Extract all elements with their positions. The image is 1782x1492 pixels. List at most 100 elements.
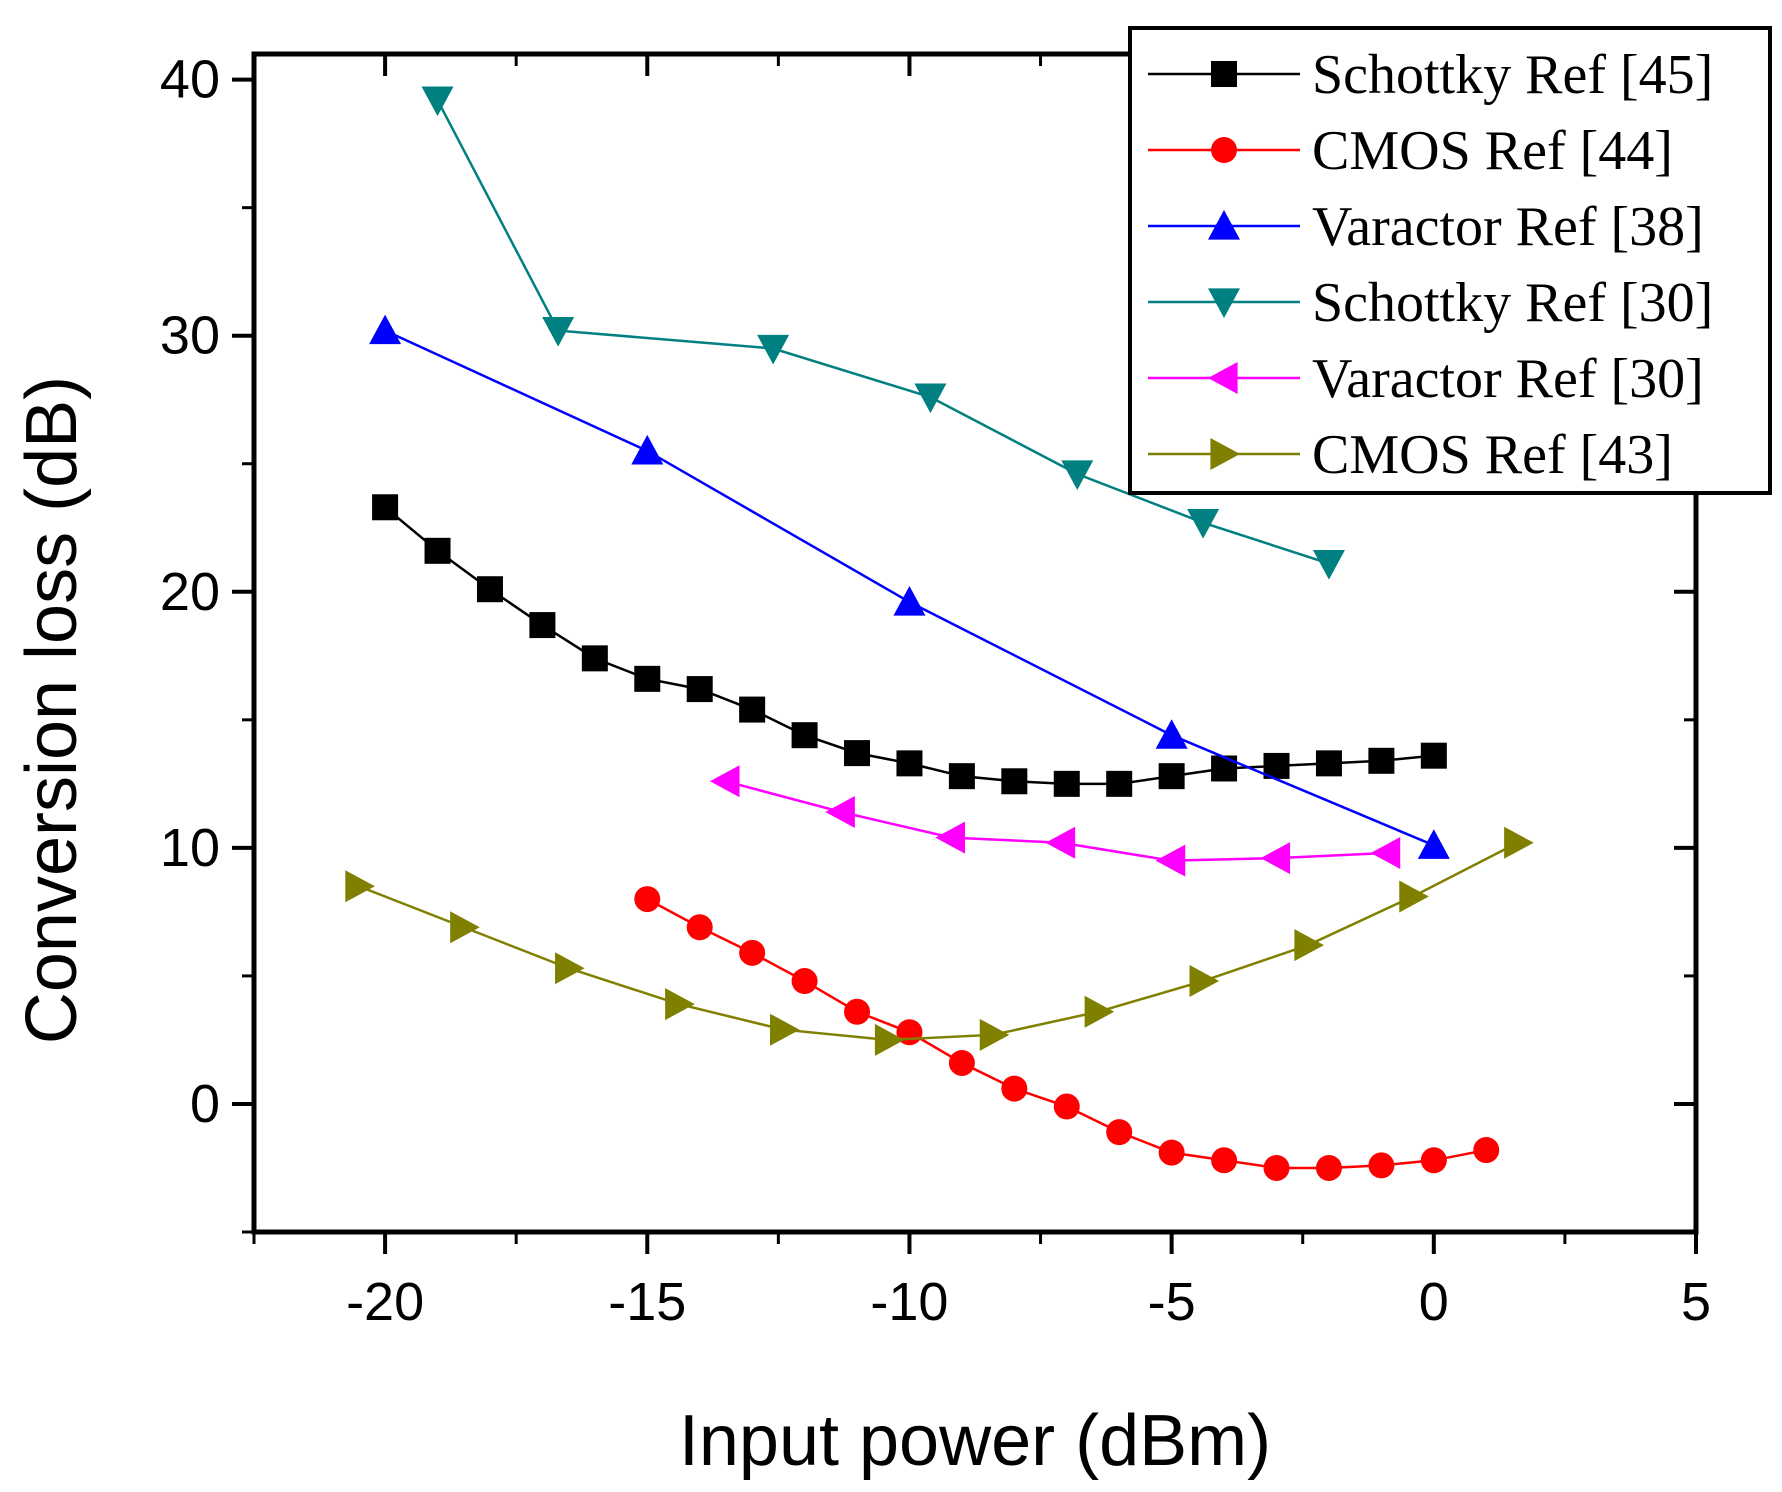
legend-marker	[1208, 210, 1240, 240]
data-point	[1399, 880, 1429, 913]
data-point	[665, 988, 695, 1021]
legend-marker	[1210, 438, 1240, 470]
data-point	[1370, 836, 1401, 869]
y-tick-label: 10	[160, 818, 220, 878]
data-point	[1211, 1147, 1238, 1174]
legend-item: CMOS Ref [44]	[1148, 120, 1673, 182]
data-point	[1106, 1119, 1133, 1146]
data-point	[1417, 829, 1450, 859]
data-point	[634, 886, 661, 913]
data-point	[825, 796, 855, 829]
data-point	[631, 434, 664, 465]
series-2	[634, 886, 1500, 1181]
data-point	[686, 676, 713, 703]
legend-marker	[1208, 362, 1238, 394]
x-tick-label: 0	[1419, 1272, 1449, 1332]
x-tick-label: -10	[870, 1272, 948, 1332]
legend-marker	[1211, 61, 1237, 87]
data-point	[1155, 719, 1188, 749]
data-point	[1420, 1147, 1447, 1174]
data-point	[948, 763, 975, 790]
data-point	[542, 316, 575, 347]
series-5	[709, 765, 1401, 877]
legend-label: Varactor Ref [38]	[1312, 196, 1704, 258]
data-point	[1368, 1152, 1395, 1179]
legend-label: Varactor Ref [30]	[1312, 348, 1704, 410]
legend-box	[1128, 26, 1772, 495]
data-point	[1155, 844, 1186, 877]
legend-label: Schottky Ref [45]	[1312, 44, 1713, 106]
data-point	[555, 952, 585, 985]
data-point	[1053, 1093, 1080, 1120]
data-point	[1001, 1075, 1028, 1102]
data-point	[739, 939, 766, 966]
legend-marker	[1211, 137, 1237, 163]
y-tick-label: 40	[160, 50, 220, 110]
data-point	[581, 645, 608, 672]
data-point	[874, 1023, 905, 1056]
data-point	[1061, 460, 1094, 490]
legend-label: Schottky Ref [30]	[1312, 272, 1713, 334]
data-point	[1106, 770, 1133, 797]
plot-frame	[251, 51, 1699, 1235]
data-point	[1473, 1137, 1500, 1164]
data-point	[1294, 929, 1324, 962]
legend-label: CMOS Ref [44]	[1312, 120, 1673, 182]
data-point	[1053, 770, 1080, 797]
y-tick-label: 0	[190, 1074, 220, 1134]
series-4	[421, 86, 1345, 580]
data-point	[739, 696, 766, 723]
data-point	[844, 998, 871, 1025]
data-point	[345, 870, 375, 903]
x-tick-label: -5	[1148, 1272, 1196, 1332]
series-layer	[345, 86, 1534, 1181]
data-point	[1187, 509, 1220, 539]
data-point	[844, 740, 871, 767]
legend-item: Varactor Ref [30]	[1148, 348, 1704, 410]
y-tick-label: 20	[160, 562, 220, 622]
data-point	[424, 537, 451, 564]
legend-item: Schottky Ref [45]	[1148, 44, 1713, 106]
data-point	[757, 334, 790, 365]
x-tick-label: 5	[1681, 1272, 1711, 1332]
legend-items: Schottky Ref [45] CMOS Ref [44] Varactor R…	[1148, 44, 1713, 486]
data-point	[634, 665, 661, 692]
data-point	[1368, 747, 1395, 774]
data-point	[686, 914, 713, 941]
legend-item: Varactor Ref [38]	[1148, 196, 1704, 258]
data-point	[1158, 1139, 1185, 1166]
data-point	[450, 911, 480, 944]
data-point	[476, 576, 503, 603]
legend: Schottky Ref [45] CMOS Ref [44] Varactor R…	[1128, 26, 1772, 495]
series-3	[369, 314, 1450, 859]
data-point	[709, 765, 740, 798]
data-point	[896, 750, 923, 777]
data-point	[791, 968, 818, 995]
data-point	[1263, 1154, 1290, 1181]
ticks-layer: -20 -15 -10 -5 0 5 0 10 20 30 40	[160, 50, 1711, 1332]
data-point	[372, 494, 399, 521]
data-point	[1189, 965, 1220, 998]
data-point	[421, 86, 454, 117]
data-point	[770, 1013, 800, 1046]
data-point	[1260, 842, 1291, 875]
data-point	[1504, 826, 1534, 859]
data-point	[935, 821, 966, 854]
legend-item: Schottky Ref [30]	[1148, 272, 1713, 334]
legend-label: CMOS Ref [43]	[1312, 424, 1673, 486]
data-point	[529, 612, 556, 639]
x-tick-label: -20	[346, 1272, 424, 1332]
data-point	[1158, 763, 1185, 790]
data-point	[914, 383, 947, 414]
data-point	[369, 314, 402, 345]
data-point	[1315, 750, 1342, 777]
y-tick-label: 30	[160, 306, 220, 366]
data-point	[791, 722, 818, 749]
data-point	[1045, 826, 1076, 859]
data-point	[1084, 995, 1115, 1028]
legend-item: CMOS Ref [43]	[1148, 424, 1673, 486]
data-point	[948, 1049, 975, 1076]
series-6	[345, 826, 1534, 1056]
x-axis-title: Input power (dBm)	[679, 1401, 1271, 1481]
